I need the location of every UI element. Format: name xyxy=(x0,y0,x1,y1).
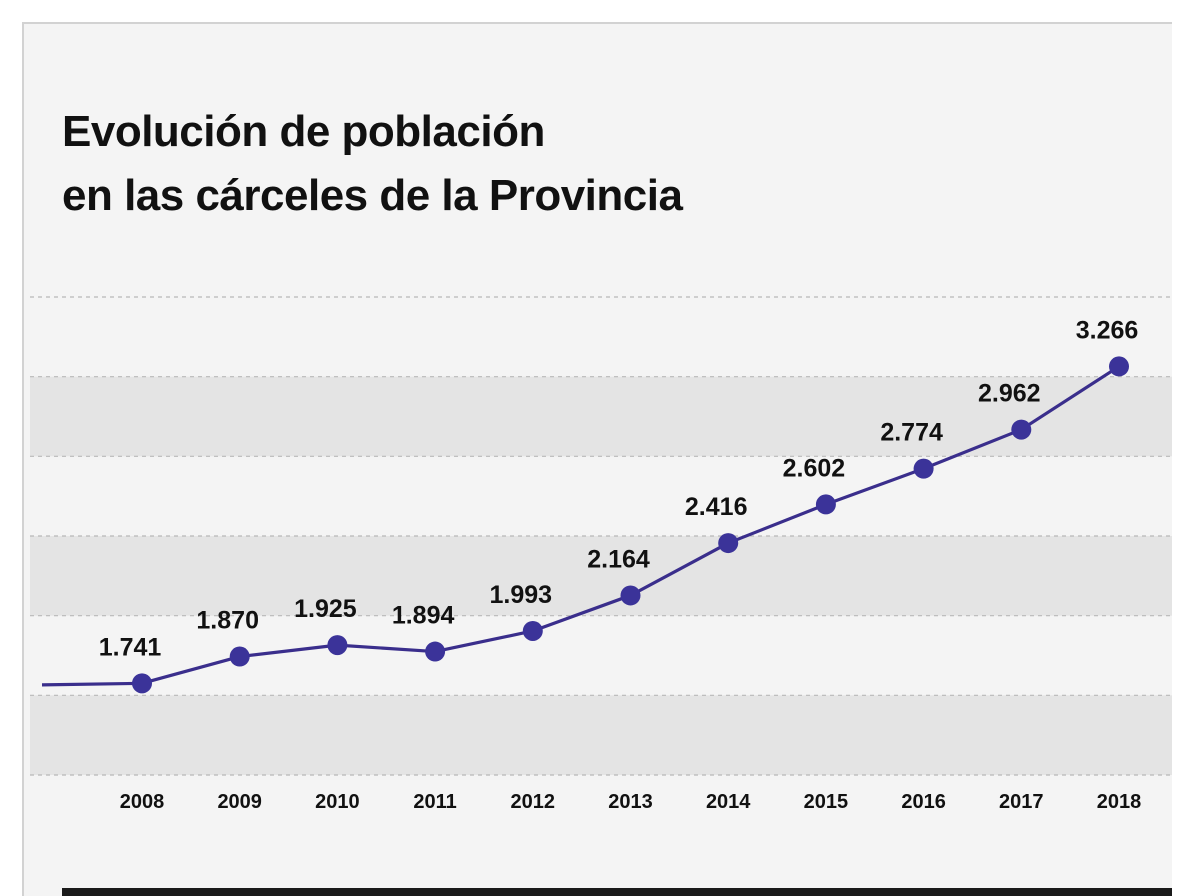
data-label: 2.774 xyxy=(880,419,943,447)
data-point xyxy=(132,673,152,694)
data-label: 1.870 xyxy=(196,607,259,635)
x-tick-label: 2017 xyxy=(999,791,1044,813)
x-tick-label: 2014 xyxy=(706,791,751,813)
grid-band xyxy=(30,536,1172,616)
data-label: 2.962 xyxy=(978,380,1041,408)
data-point xyxy=(815,494,836,515)
grid-band xyxy=(30,695,1172,775)
data-label: 1.925 xyxy=(294,595,357,623)
data-point xyxy=(229,646,250,667)
x-tick-label: 2015 xyxy=(804,791,849,813)
bottom-rule xyxy=(62,888,1172,896)
x-tick-label: 2012 xyxy=(511,791,556,813)
data-point xyxy=(1011,419,1032,440)
data-label: 1.993 xyxy=(490,581,553,609)
data-label: 2.602 xyxy=(783,454,846,482)
chart-title: Evolución de población en las cárceles d… xyxy=(62,100,683,228)
data-point xyxy=(620,585,641,606)
grid-band xyxy=(30,376,1172,457)
data-point xyxy=(522,620,543,641)
x-tick-label: 2009 xyxy=(217,791,262,813)
data-point xyxy=(913,458,934,479)
x-tick-label: 2013 xyxy=(608,791,653,813)
x-tick-label: 2016 xyxy=(901,791,946,813)
data-point xyxy=(718,533,739,554)
chart-title-line-1: Evolución de población xyxy=(62,107,545,156)
series-line xyxy=(41,365,1120,687)
x-tick-label: 2018 xyxy=(1097,791,1142,813)
data-label: 1.741 xyxy=(99,633,162,661)
data-label: 2.416 xyxy=(685,493,748,521)
x-tick-label: 2008 xyxy=(120,791,165,813)
data-label: 1.894 xyxy=(392,602,455,630)
x-tick-label: 2010 xyxy=(315,791,360,813)
x-tick-label: 2011 xyxy=(413,791,456,813)
data-point xyxy=(1109,356,1129,377)
data-point xyxy=(425,641,446,662)
data-label: 2.164 xyxy=(587,545,650,573)
chart-title-line-2: en las cárceles de la Provincia xyxy=(62,171,683,220)
data-point xyxy=(327,635,348,656)
data-label: 3.266 xyxy=(1076,316,1139,344)
